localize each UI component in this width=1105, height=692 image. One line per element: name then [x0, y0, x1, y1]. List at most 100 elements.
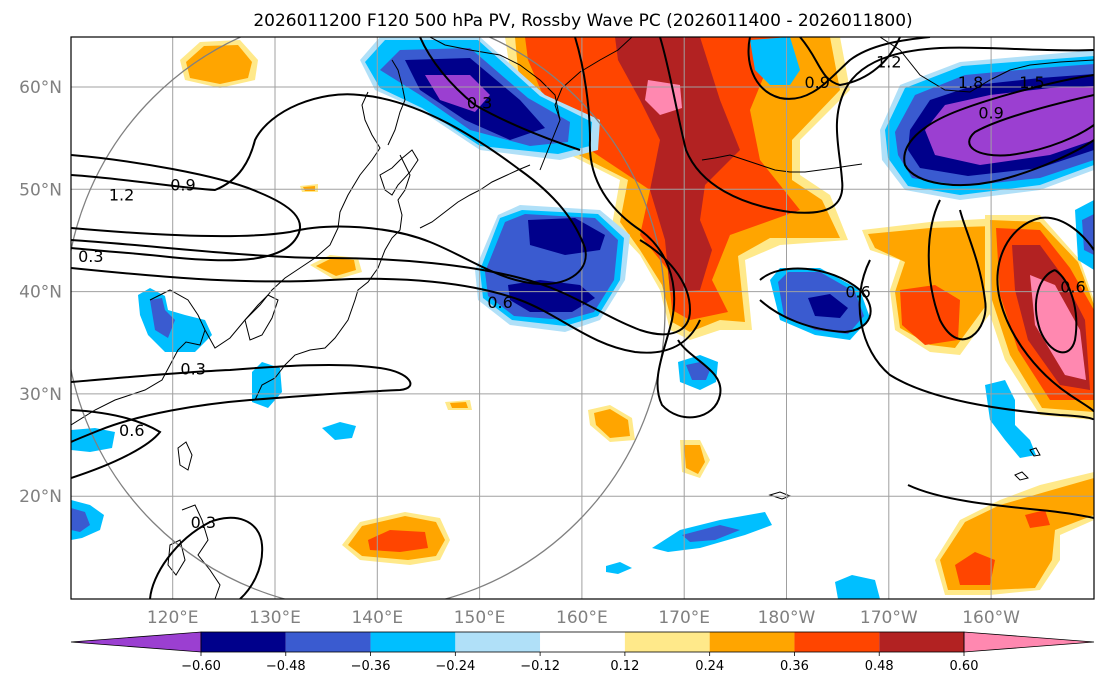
latitude-tick-label: 50°N — [19, 180, 62, 200]
colorbar-segment — [370, 632, 456, 652]
latitude-tick-label: 30°N — [19, 385, 62, 405]
contour-0.6-mid — [71, 239, 692, 336]
contour-0.6-center — [759, 267, 872, 334]
colorbar-segment — [879, 632, 964, 652]
small-islands-2 — [1029, 447, 1041, 457]
latitude-tick-label: 40°N — [19, 283, 62, 303]
positive-anomaly-15n-140e — [342, 512, 450, 565]
longitude-tick-label: 120°E — [147, 608, 199, 628]
alaska-coast — [879, 37, 1094, 93]
figure-title: 2026011200 F120 500 hPa PV, Rossby Wave … — [253, 11, 912, 31]
colorbar-outline — [200, 631, 965, 653]
positive-anomaly-se-15n — [935, 472, 1094, 595]
china-coast — [71, 329, 206, 426]
asia-coast — [149, 91, 381, 349]
philippines-coast — [167, 504, 221, 599]
longitude-tick-label: 130°E — [249, 608, 301, 628]
colorbar-segment — [285, 632, 371, 652]
pv-contour-labels: 0.9 1.2 0.3 0.6 0.3 0.6 0.3 0.3 0.9 1.2 1.8 1.5 0.9 0… — [78, 53, 1086, 532]
contour-east-trough — [903, 74, 1094, 186]
kamchatka-coast — [554, 37, 633, 121]
positive-anomaly-small-patches — [180, 40, 710, 478]
contour-label: 0.3 — [467, 93, 492, 112]
colorbar-tick-label: −0.12 — [520, 659, 560, 674]
contour-label: 0.3 — [191, 513, 216, 532]
hokkaido-coast — [379, 149, 419, 196]
colorbar-tick-label: 0.12 — [610, 659, 639, 674]
colorbar-tick-label: −0.36 — [351, 659, 391, 674]
colorbar-segment — [794, 632, 880, 652]
contour-ridge-4 — [799, 37, 901, 87]
contour-east-loop — [996, 216, 1094, 413]
contour-label: 1.2 — [109, 186, 134, 205]
negative-anomaly-45n-155e — [475, 205, 630, 332]
positive-anomaly-east-35n — [985, 215, 1094, 420]
colorbar-tick-label: −0.24 — [435, 659, 475, 674]
map-frame — [70, 36, 1095, 600]
sakhalin-coast — [387, 59, 406, 146]
contour-east-inner-loop — [1035, 269, 1078, 354]
latitude-tick-label: 60°N — [19, 78, 62, 98]
colorbar: −0.60 −0.48 −0.36 −0.24 −0.12 0.12 0.24 0.36 0.4… — [70, 631, 1095, 674]
colorbar-extend-high — [963, 631, 1095, 653]
longitude-tick-labels: 120°E 130°E 140°E 150°E 160°E 170°E 180°W 170°W… — [147, 608, 1020, 628]
contour-label: 0.3 — [78, 247, 103, 266]
contour-0.6-south — [71, 409, 162, 479]
latitude-tick-label: 20°N — [19, 487, 62, 507]
contour-se — [907, 484, 1094, 519]
coastlines — [71, 37, 1094, 599]
contour-label: 0.9 — [170, 175, 195, 194]
colorbar-segment — [709, 632, 795, 652]
contour-0.3-south — [71, 363, 412, 443]
contour-ridge-west — [419, 37, 581, 151]
contour-0.3-philippines — [149, 516, 264, 599]
colorbar-tick-label: 0.48 — [865, 659, 894, 674]
aleutian-islands — [701, 154, 863, 173]
colorbar-tick-label: 0.24 — [695, 659, 724, 674]
contour-ridge-1 — [574, 37, 722, 419]
longitude-tick-label: 180°W — [758, 608, 816, 628]
contour-label: 1.8 — [958, 73, 983, 92]
contour-label: 1.5 — [1019, 73, 1044, 92]
contour-label: 0.6 — [845, 283, 870, 302]
kuril-islands — [419, 164, 531, 229]
colorbar-tick-label: −0.60 — [181, 659, 221, 674]
contour-label: 0.6 — [119, 421, 144, 440]
colorbar-tick-label: 0.60 — [950, 659, 979, 674]
colorbar-extend-low — [70, 631, 202, 653]
contour-label: 0.3 — [180, 359, 205, 378]
contour-label: 0.6 — [487, 293, 512, 312]
taiwan-coast — [177, 441, 193, 471]
contour-east-inner — [968, 94, 1094, 157]
colorbar-segment — [624, 632, 710, 652]
contour-1.2-west — [71, 154, 301, 262]
contour-label: 0.9 — [804, 73, 829, 92]
contour-label: 0.9 — [978, 104, 1003, 123]
lat-lon-gridlines — [71, 37, 1094, 599]
negative-anomaly-other-patches — [71, 37, 1094, 599]
longitude-tick-label: 170°W — [860, 608, 918, 628]
longitude-tick-label: 160°W — [962, 608, 1020, 628]
colorbar-segment — [455, 632, 541, 652]
japan-coast — [254, 154, 411, 401]
longitude-tick-label: 140°E — [351, 608, 403, 628]
okhotsk-north-coast — [429, 37, 561, 171]
contour-0.9-west — [71, 93, 587, 286]
contour-ridge-2 — [659, 37, 1094, 214]
pv-contour-lines — [71, 37, 1094, 599]
contour-0.9-east — [927, 199, 987, 341]
latitude-tick-labels: 60°N 50°N 40°N 30°N 20°N — [19, 78, 62, 507]
contour-0.3-low — [71, 267, 701, 354]
small-islands-1 — [1014, 471, 1029, 481]
colorbar-tick-label: −0.48 — [266, 659, 306, 674]
longitude-tick-label: 150°E — [454, 608, 506, 628]
contour-outer-east — [858, 259, 1094, 421]
longitude-tick-label: 170°E — [658, 608, 710, 628]
contour-ridge-3 — [747, 37, 931, 100]
contour-label: 1.2 — [876, 53, 901, 72]
colorbar-tick-label: 0.36 — [780, 659, 809, 674]
longitude-tick-label: 160°E — [556, 608, 608, 628]
colorbar-segment — [201, 632, 286, 652]
rossby-wave-domain-circle — [71, 37, 666, 599]
